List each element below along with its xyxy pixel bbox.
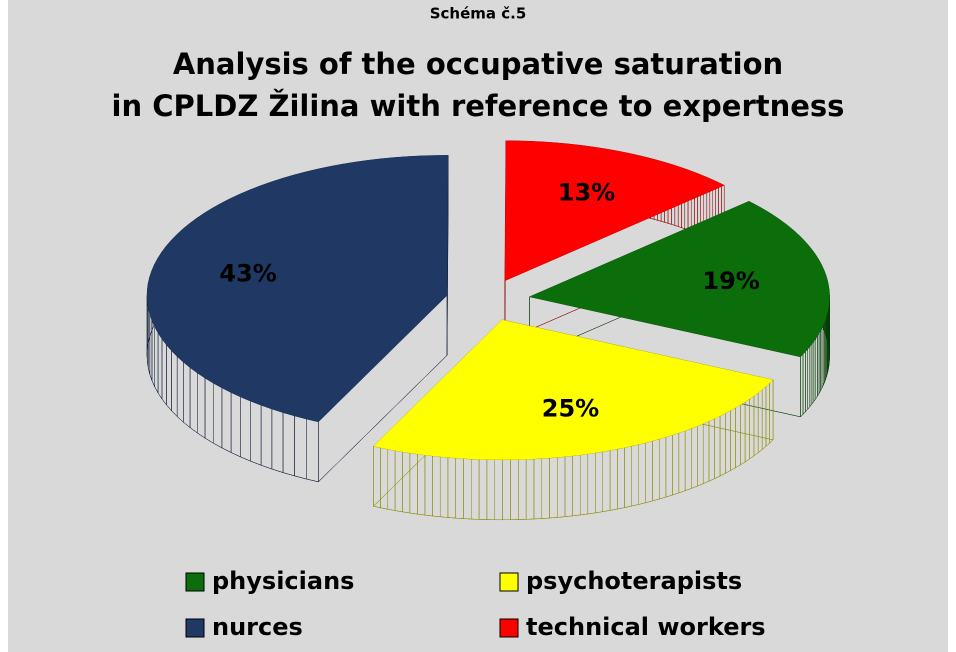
data-label: 43% xyxy=(219,259,276,287)
legend-swatch xyxy=(499,618,519,638)
legend-swatch xyxy=(185,618,205,638)
data-label: 25% xyxy=(542,394,599,422)
slice xyxy=(147,155,449,422)
legend-swatch xyxy=(185,572,205,592)
legend-label: nurces xyxy=(212,613,303,641)
chart-subtitle: Schéma č.5 xyxy=(430,5,527,23)
data-label: 13% xyxy=(558,179,615,207)
legend-swatch xyxy=(499,572,519,592)
data-label: 19% xyxy=(702,267,759,295)
slice xyxy=(504,140,725,281)
legend-label: technical workers xyxy=(526,613,766,641)
slice xyxy=(373,319,774,460)
chart-title: Analysis of the occupative saturation xyxy=(173,47,783,81)
legend-label: psychoterapists xyxy=(526,567,742,595)
legend-label: physicians xyxy=(212,567,354,595)
chart-title: in CPLDZ Žilina with reference to expert… xyxy=(112,89,845,123)
slice xyxy=(529,201,830,357)
